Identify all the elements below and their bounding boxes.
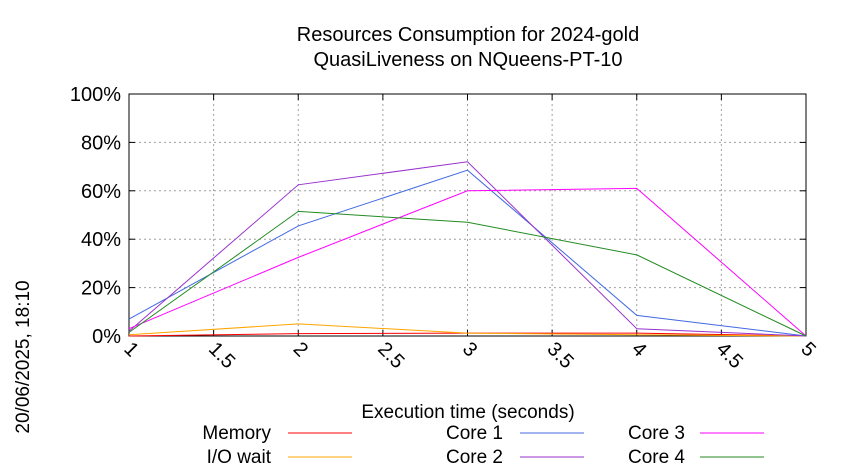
y-tick-label: 0% xyxy=(92,326,121,348)
series-lines xyxy=(128,161,807,337)
legend-label-core-1: Core 1 xyxy=(446,423,503,444)
legend-label-core-4: Core 4 xyxy=(628,447,685,468)
x-tick-label: 2 xyxy=(289,338,312,361)
series-line-i-o-wait xyxy=(128,323,807,337)
y-tick-label: 100% xyxy=(70,84,121,106)
x-tick-label: 4 xyxy=(627,338,650,361)
y-tick-label: 80% xyxy=(81,132,121,154)
series-line-core-3 xyxy=(128,187,807,337)
x-tick-label: 2.5 xyxy=(373,338,408,373)
legend-label-memory: Memory xyxy=(202,423,271,444)
series-line-core-4 xyxy=(128,210,807,337)
x-tick-label: 3.5 xyxy=(543,338,578,373)
x-tick-label: 1.5 xyxy=(204,338,239,373)
x-axis-label: Execution time (seconds) xyxy=(361,402,574,423)
x-tick-label: 5 xyxy=(796,338,819,361)
legend-label-i-o-wait: I/O wait xyxy=(207,447,272,468)
series-line-core-1 xyxy=(128,169,807,337)
y-tick-label: 20% xyxy=(81,278,121,300)
grid xyxy=(128,93,807,337)
chart-title-line2: QuasiLiveness on NQueens-PT-10 xyxy=(313,49,622,71)
series-line-core-2 xyxy=(128,161,807,337)
x-tick-label: 4.5 xyxy=(712,338,747,373)
chart-title-line1: Resources Consumption for 2024-gold xyxy=(297,24,639,46)
x-axis-ticks: 1 1.5 2 2.5 3 3.5 4 4.5 5 xyxy=(119,94,820,373)
legend: Memory I/O wait Core 1 Core 2 Core 3 Core 4 xyxy=(202,423,764,468)
legend-label-core-3: Core 3 xyxy=(628,423,685,444)
legend-label-core-2: Core 2 xyxy=(446,447,503,468)
y-tick-label: 40% xyxy=(81,229,121,251)
x-tick-label: 3 xyxy=(458,338,481,361)
x-tick-label: 1 xyxy=(119,338,142,361)
timestamp-label: 20/06/2025, 18:10 xyxy=(13,280,34,433)
y-tick-label: 60% xyxy=(81,181,121,203)
y-axis-ticks: 0% 20% 40% 60% 80% 100% xyxy=(70,84,806,348)
